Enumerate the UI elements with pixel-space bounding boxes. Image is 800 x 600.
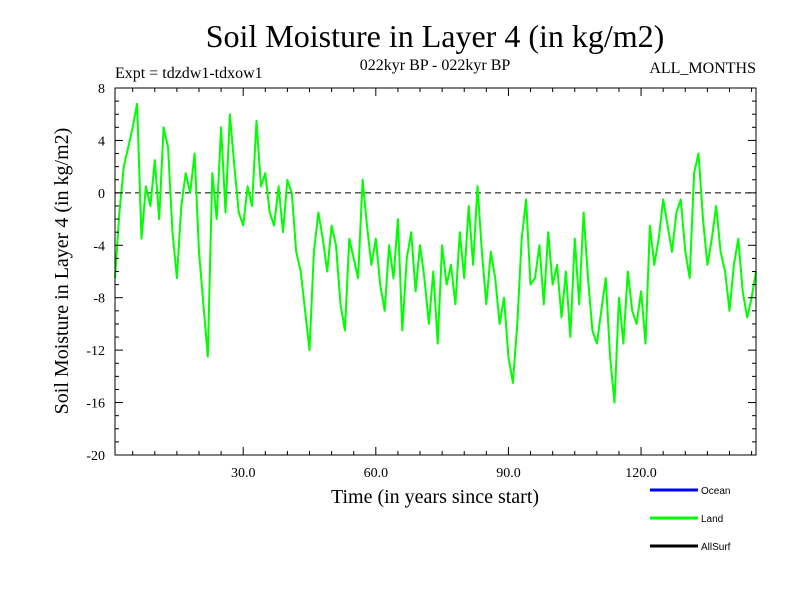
plot-frame — [114, 87, 757, 456]
y-tick-label: -8 — [93, 292, 105, 307]
x-tick-label: 120.0 — [625, 466, 657, 481]
y-tick-label: 4 — [98, 134, 105, 149]
months-label: ALL_MONTHS — [649, 60, 756, 77]
x-tick-label: 90.0 — [496, 466, 521, 481]
y-tick-label: -20 — [86, 449, 105, 464]
series-line-land — [114, 102, 757, 404]
legend-label-ocean: Ocean — [701, 486, 730, 497]
y-tick-label: 0 — [98, 187, 105, 202]
y-tick-label: 8 — [98, 82, 105, 97]
legend-label-allsurf: AllSurf — [701, 542, 731, 553]
chart-title: Soil Moisture in Layer 4 (in kg/m2) — [206, 18, 665, 54]
experiment-label: Expt = tdzdw1-tdxow1 — [115, 65, 263, 82]
y-tick-label: -4 — [93, 239, 105, 254]
y-tick-label: -12 — [86, 344, 105, 359]
period-label: 022kyr BP - 022kyr BP — [360, 57, 511, 74]
legend-label-land: Land — [701, 514, 723, 525]
y-tick-label: -16 — [86, 397, 105, 412]
x-axis-label: Time (in years since start) — [331, 486, 539, 508]
x-tick-label: 60.0 — [364, 466, 389, 481]
y-axis-label: Soil Moisture in Layer 4 (in kg/m2) — [51, 128, 73, 415]
x-tick-label: 30.0 — [231, 466, 256, 481]
